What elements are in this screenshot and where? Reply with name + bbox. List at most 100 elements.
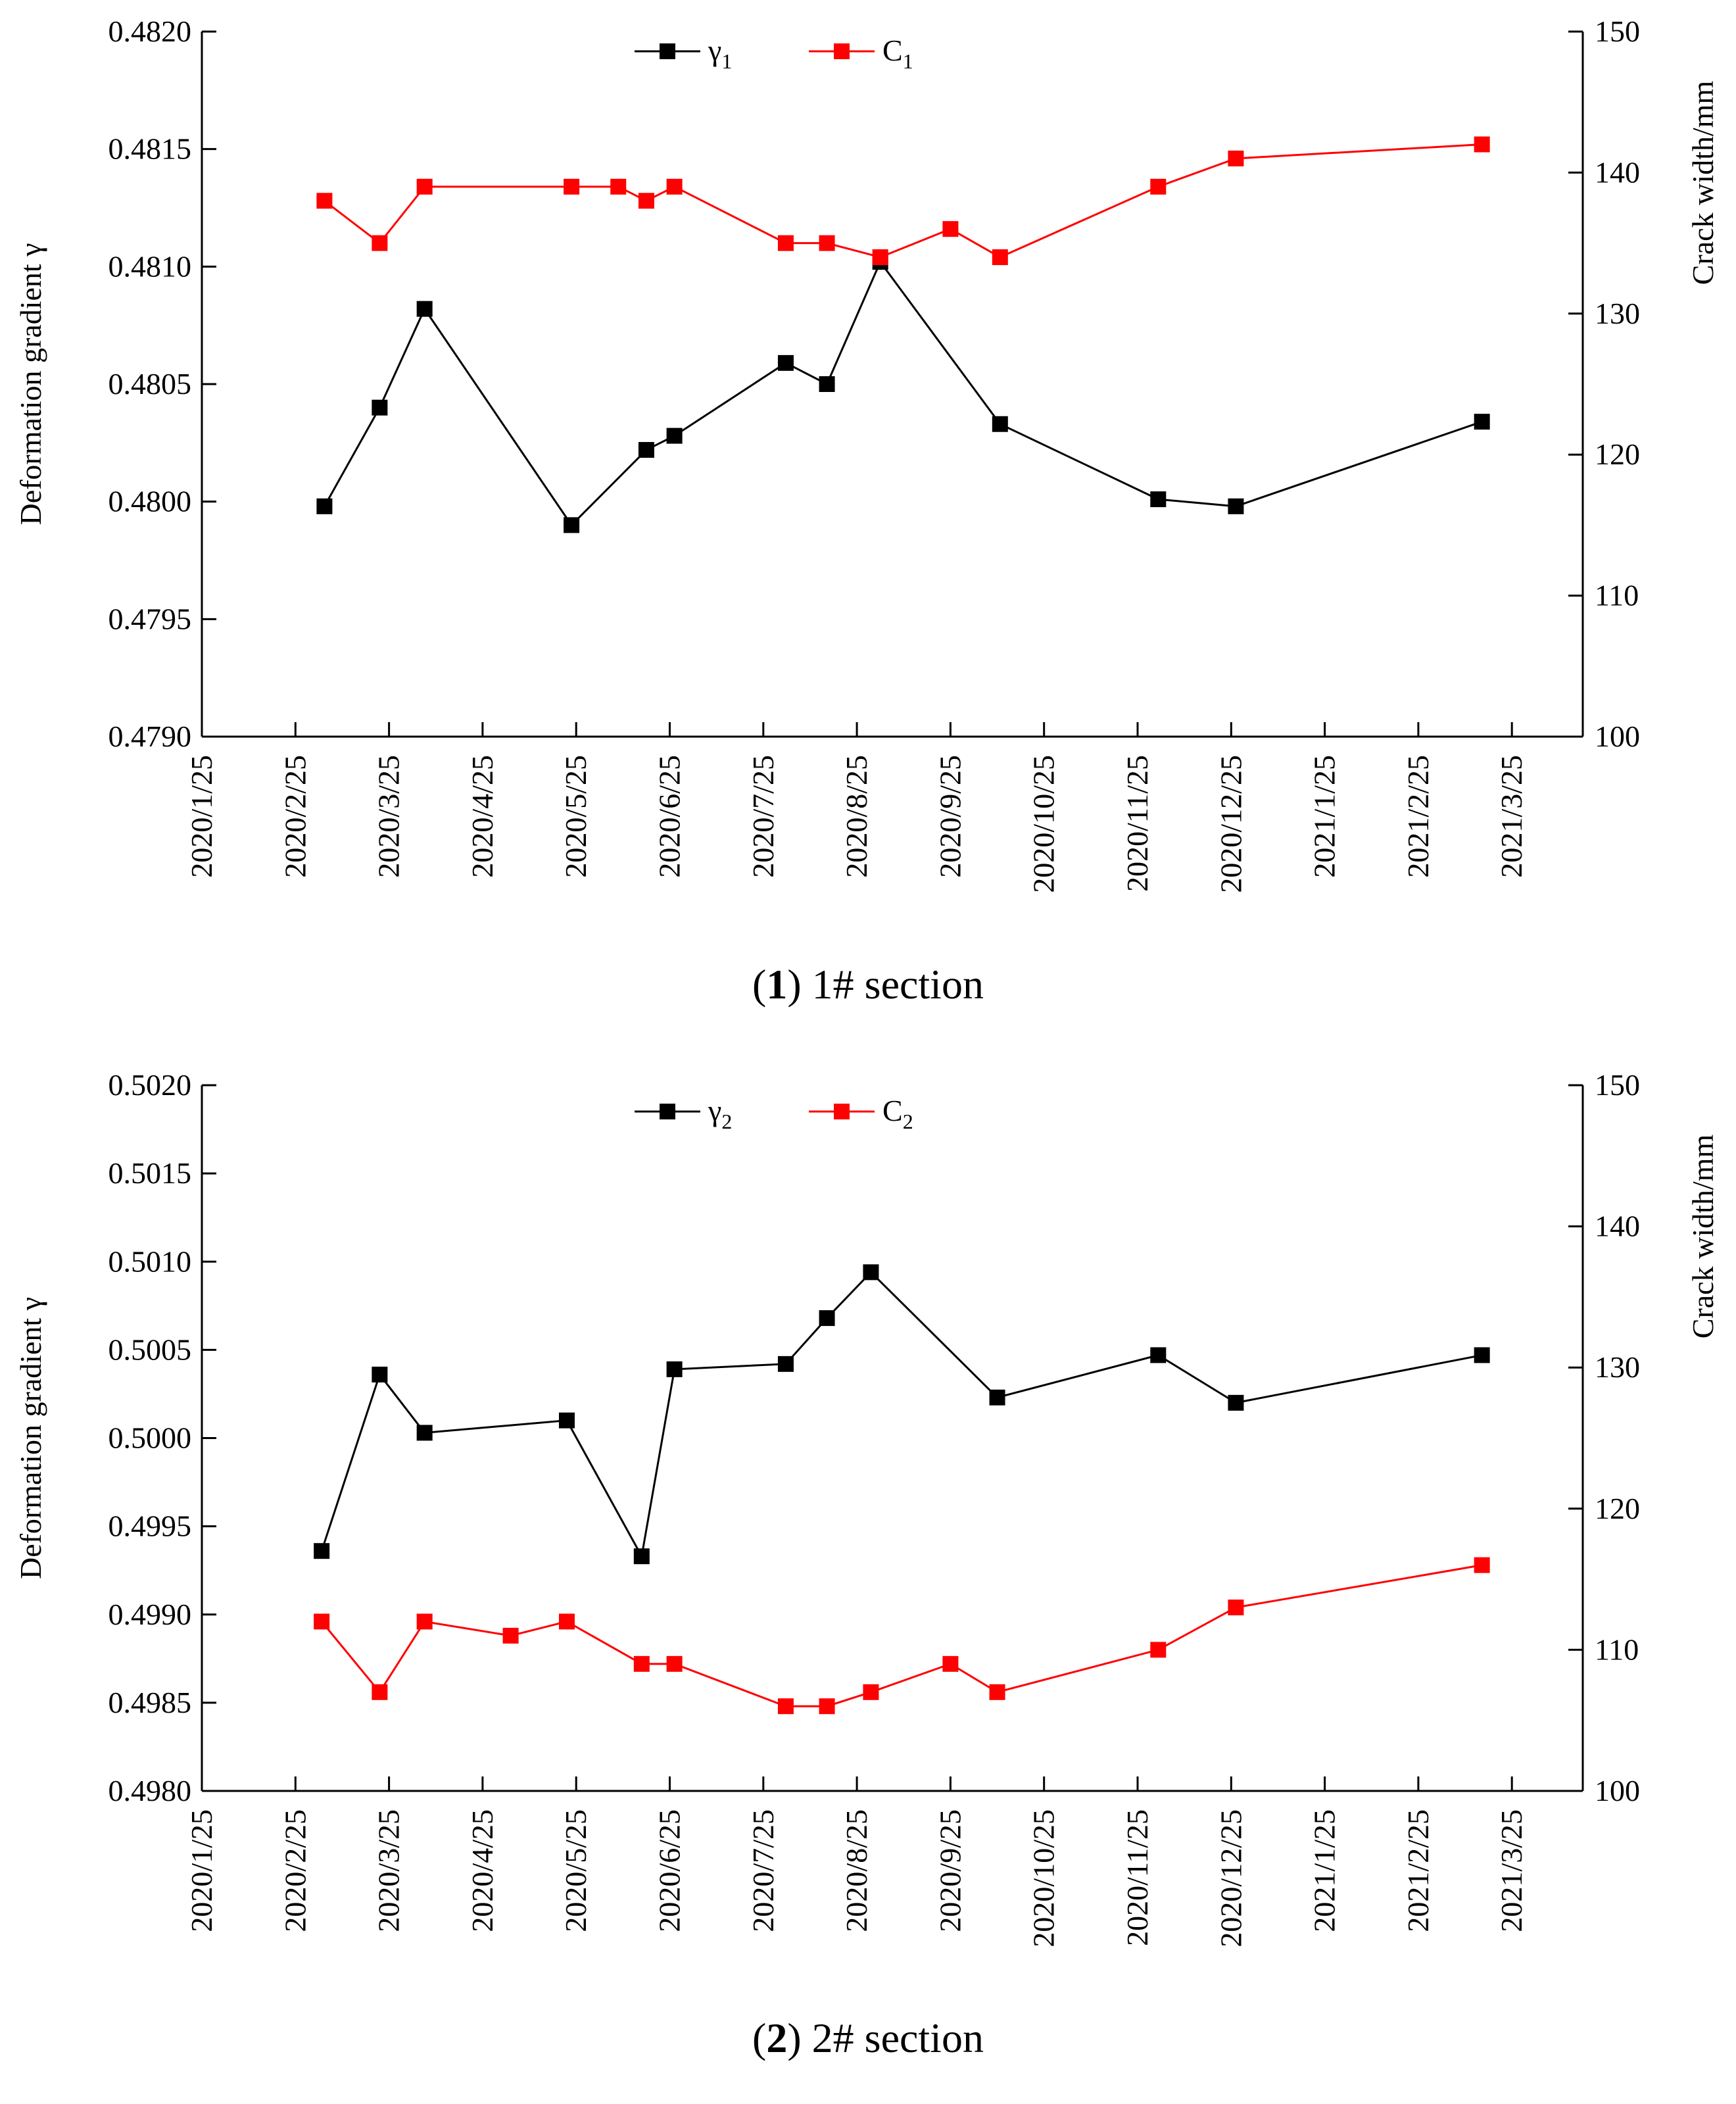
x-tick-label: 2020/8/25 — [840, 755, 873, 878]
data-point-C1 — [372, 235, 388, 251]
data-point-γ1 — [564, 517, 580, 533]
left-y-tick-label: 0.5000 — [108, 1421, 192, 1455]
x-tick-label: 2020/7/25 — [746, 755, 780, 878]
data-point-γ2 — [666, 1361, 683, 1377]
figure-caption: (2) 2# section — [752, 2015, 984, 2061]
data-point-γ1 — [372, 399, 388, 416]
series-line-C1 — [324, 143, 1482, 258]
data-point-C2 — [1150, 1642, 1167, 1658]
data-point-γ1 — [316, 498, 333, 514]
data-point-C1 — [777, 235, 794, 251]
data-point-γ2 — [1150, 1347, 1167, 1363]
data-point-γ1 — [992, 416, 1008, 432]
right-y-tick-label: 150 — [1595, 14, 1640, 48]
x-tick-label: 2021/1/25 — [1308, 755, 1341, 878]
left-y-tick-label: 0.4800 — [108, 485, 192, 518]
x-tick-label: 2020/10/25 — [1027, 1809, 1061, 1947]
right-y-tick-label: 140 — [1595, 155, 1640, 189]
x-tick-label: 2020/5/25 — [559, 1809, 592, 1932]
right-y-tick-label: 130 — [1595, 1350, 1640, 1384]
legend-marker — [834, 43, 850, 59]
series-line-γ2 — [320, 1271, 1482, 1559]
x-tick-label: 2020/2/25 — [278, 755, 312, 878]
data-point-C2 — [633, 1655, 650, 1672]
legend-label-C1: C1 — [882, 34, 913, 73]
data-point-C2 — [558, 1613, 575, 1630]
data-point-γ2 — [372, 1366, 388, 1382]
left-y-tick-label: 0.4810 — [108, 249, 192, 283]
right-y-tick-label: 130 — [1595, 297, 1640, 330]
left-y-tick-label: 0.4805 — [108, 367, 192, 401]
data-point-C2 — [863, 1684, 879, 1700]
data-point-C1 — [316, 193, 333, 209]
x-tick-label: 2020/10/25 — [1027, 755, 1061, 893]
right-y-tick-label: 100 — [1595, 720, 1640, 753]
data-point-C1 — [564, 178, 580, 195]
data-point-C2 — [372, 1684, 388, 1700]
data-point-γ1 — [1228, 498, 1244, 514]
legend-marker — [660, 1104, 675, 1119]
x-tick-label: 2020/8/25 — [840, 1809, 873, 1932]
right-y-tick-label: 150 — [1595, 1068, 1640, 1102]
data-point-C1 — [1150, 178, 1167, 195]
chart-panel-1: 0.4790 0.4795 0.4800 0.4805 0.4810 0.4815 0.48… — [14, 14, 1720, 1008]
legend-label-γ2: γ2 — [708, 1094, 732, 1133]
data-point-γ2 — [558, 1412, 575, 1429]
series-line-γ1 — [324, 260, 1483, 527]
chart-panel-2: 0.4980 0.4985 0.4990 0.4995 0.5000 0.5005 0.50… — [14, 1068, 1720, 2061]
left-y-tick-label: 0.5020 — [108, 1068, 192, 1102]
data-point-C1 — [819, 235, 835, 251]
x-tick-label: 2020/2/25 — [278, 1809, 312, 1932]
x-tick-label: 2020/12/25 — [1214, 1809, 1247, 1947]
x-tick-label: 2021/3/25 — [1495, 755, 1528, 878]
data-point-C2 — [1228, 1600, 1244, 1616]
x-tick-label: 2020/7/25 — [746, 1809, 780, 1932]
x-tick-label: 2020/4/25 — [466, 1809, 499, 1932]
x-tick-label: 2020/11/25 — [1121, 755, 1154, 892]
data-point-C2 — [314, 1613, 330, 1630]
x-tick-label: 2020/4/25 — [466, 755, 499, 878]
data-point-C1 — [872, 249, 888, 266]
data-point-γ2 — [1228, 1394, 1244, 1411]
data-point-C2 — [942, 1655, 959, 1672]
x-tick-label: 2021/2/25 — [1401, 1809, 1435, 1932]
data-point-C1 — [992, 249, 1008, 266]
left-axis-title: Deformation gradient γ — [14, 243, 47, 525]
data-point-γ2 — [1474, 1347, 1490, 1363]
data-point-C2 — [989, 1684, 1005, 1700]
x-tick-label: 2020/9/25 — [933, 755, 967, 878]
data-point-γ1 — [638, 442, 654, 458]
data-point-γ1 — [1150, 491, 1167, 508]
left-y-tick-label: 0.5010 — [108, 1244, 192, 1278]
x-tick-label: 2020/6/25 — [653, 1809, 687, 1932]
data-point-C2 — [819, 1698, 835, 1715]
data-point-γ2 — [777, 1356, 794, 1372]
left-y-tick-label: 0.4820 — [108, 14, 192, 48]
data-point-C2 — [666, 1655, 683, 1672]
figure-caption: (1) 1# section — [752, 961, 984, 1008]
legend-label-γ1: γ1 — [708, 34, 732, 73]
left-y-tick-label: 0.4985 — [108, 1686, 192, 1719]
data-point-γ1 — [416, 301, 433, 317]
right-y-tick-label: 110 — [1595, 579, 1639, 612]
data-point-C1 — [1228, 150, 1244, 166]
left-axis-title: Deformation gradient γ — [14, 1297, 47, 1579]
x-tick-label: 2021/1/25 — [1308, 1809, 1341, 1932]
left-y-tick-label: 0.4995 — [108, 1509, 192, 1543]
data-point-γ2 — [819, 1310, 835, 1327]
data-point-γ1 — [1474, 414, 1490, 430]
data-point-C1 — [666, 178, 683, 195]
x-tick-label: 2020/11/25 — [1121, 1809, 1154, 1946]
right-axis-title: Crack width/mm — [1686, 1135, 1720, 1339]
data-point-γ1 — [666, 428, 683, 444]
data-point-C2 — [777, 1698, 794, 1715]
legend-marker — [660, 43, 675, 59]
data-point-γ2 — [989, 1389, 1005, 1406]
left-y-tick-label: 0.4990 — [108, 1598, 192, 1631]
x-tick-label: 2020/9/25 — [933, 1809, 967, 1932]
x-tick-label: 2020/3/25 — [372, 1809, 406, 1932]
legend-label-C2: C2 — [882, 1094, 913, 1133]
data-point-γ2 — [416, 1425, 433, 1441]
data-point-C1 — [610, 178, 627, 195]
